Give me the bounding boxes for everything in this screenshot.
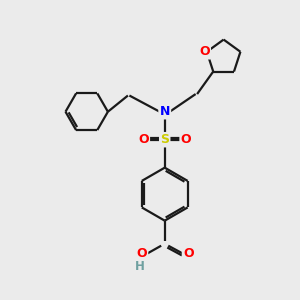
Text: N: N [160, 105, 170, 118]
Text: O: O [183, 247, 194, 260]
Text: O: O [136, 247, 147, 260]
Text: O: O [199, 45, 210, 58]
Text: O: O [181, 133, 191, 146]
Text: H: H [134, 260, 144, 272]
Text: O: O [138, 133, 149, 146]
Text: S: S [160, 133, 169, 146]
